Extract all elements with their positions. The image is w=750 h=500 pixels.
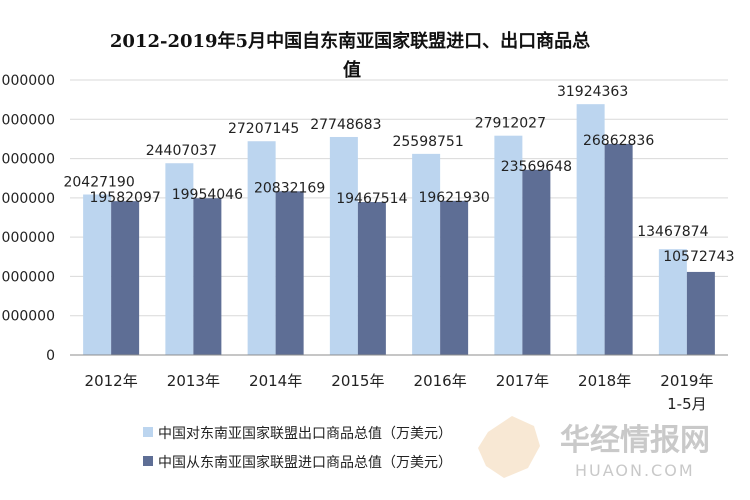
import-value-label: 26862836: [583, 133, 654, 149]
y-tick-label: 0: [46, 348, 55, 364]
watermark-text-en: HUAON.COM: [575, 461, 695, 480]
export-value-label: 27748683: [310, 117, 381, 133]
watermark-text-cn: 华经情报网: [560, 423, 710, 458]
export-value-label: 20427190: [63, 175, 134, 191]
import-bar: [111, 201, 140, 355]
import-bar: [604, 143, 633, 355]
legend: 中国对东南亚国家联盟出口商品总值（万美元） 中国从东南亚国家联盟进口商品总值（万美…: [143, 425, 452, 471]
y-tick-label: 000000: [2, 191, 55, 207]
import-value-label: 19467514: [336, 191, 407, 207]
y-tick-label: 000000: [2, 309, 55, 325]
x-tick-label: 2019年: [660, 372, 713, 390]
y-axis-ticks: 0000000000000000000000000000000000000000…: [2, 73, 55, 364]
import-value-label: 19621930: [418, 190, 489, 206]
export-value-label: 24407037: [146, 143, 217, 159]
export-value-label: 13467874: [637, 224, 708, 240]
legend-swatch: [143, 427, 153, 437]
x-tick-label: 2016年: [414, 372, 467, 390]
x-tick-label: 2017年: [496, 372, 549, 390]
y-tick-label: 000000: [2, 112, 55, 128]
watermark: 华经情报网 HUAON.COM: [478, 416, 710, 480]
import-bar: [275, 191, 304, 355]
import-bar: [522, 169, 551, 355]
export-bar: [329, 136, 358, 355]
export-value-label: 27207145: [228, 121, 299, 137]
import-value-label: 20832169: [254, 180, 325, 196]
x-axis-ticks: 2012年 2013年 2014年 2015年 2016年 2017年 2018年 2019年…: [85, 372, 714, 413]
x-tick-label: 2015年: [331, 372, 384, 390]
import-bar: [440, 200, 469, 355]
legend-label: 中国从东南亚国家联盟进口商品总值（万美元）: [158, 454, 452, 471]
export-bar: [494, 135, 523, 355]
import-value-label: 10572743: [663, 249, 734, 265]
import-value-label: 19954046: [172, 187, 243, 203]
export-bar: [83, 194, 112, 355]
y-tick-label: 000000: [2, 269, 55, 285]
y-tick-label: 000000: [2, 73, 55, 89]
import-bar: [193, 198, 222, 355]
y-tick-label: 000000: [2, 152, 55, 168]
legend-label: 中国对东南亚国家联盟出口商品总值（万美元）: [158, 425, 452, 442]
x-tick-label: 2013年: [167, 372, 220, 390]
export-bar: [165, 163, 194, 355]
legend-swatch: [143, 456, 153, 466]
export-value-label: 31924363: [557, 84, 628, 100]
export-bar: [247, 141, 276, 355]
import-bar: [357, 202, 386, 355]
export-bar: [412, 153, 441, 355]
x-tick-sublabel: 1-5月: [667, 395, 707, 413]
export-value-label: 25598751: [392, 134, 463, 150]
import-value-label: 23569648: [501, 159, 572, 175]
export-bar: [658, 249, 687, 355]
export-bar: [576, 104, 605, 356]
import-bar: [686, 271, 715, 355]
x-tick-label: 2012年: [85, 372, 138, 390]
import-value-label: 19582097: [89, 190, 160, 206]
chart-title-line2: 值: [343, 59, 361, 81]
export-value-label: 27912027: [475, 116, 546, 132]
chart-title-line1: 2012-2019年5月中国自东南亚国家联盟进口、出口商品总: [110, 30, 590, 52]
watermark-logo-shape: [478, 416, 540, 478]
y-tick-label: 000000: [2, 230, 55, 246]
bars: [83, 104, 715, 356]
x-tick-label: 2014年: [249, 372, 302, 390]
x-tick-label: 2018年: [578, 372, 631, 390]
